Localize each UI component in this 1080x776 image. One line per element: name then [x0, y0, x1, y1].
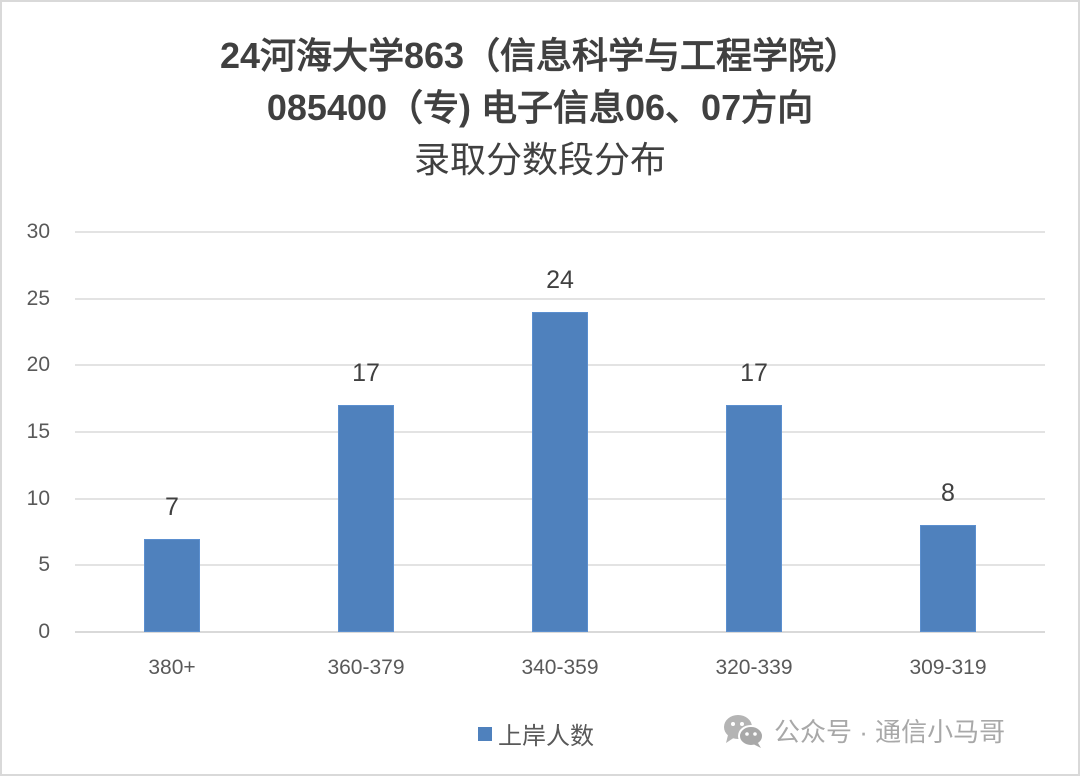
- legend-label: 上岸人数: [498, 722, 594, 750]
- bar-value-label: 24: [546, 266, 574, 294]
- bar-value-label: 17: [740, 359, 768, 388]
- y-tick-label: 15: [26, 420, 50, 443]
- bar-value-label: 8: [941, 479, 955, 508]
- x-tick-label: 320-339: [715, 656, 793, 679]
- gridline: [75, 231, 1045, 233]
- bar: [726, 405, 782, 632]
- title-line-2: 085400（专) 电子信息06、07方向: [266, 87, 814, 128]
- y-tick-label: 10: [26, 487, 50, 510]
- watermark-text: 公众号 · 通信小马哥: [774, 717, 1006, 747]
- bar: [532, 312, 588, 632]
- gridline: [75, 298, 1045, 300]
- bar: [144, 538, 200, 632]
- wechat-icon: [722, 713, 766, 749]
- x-axis-line: [75, 631, 1045, 633]
- x-tick-label: 360-379: [327, 656, 405, 679]
- chart-title: 24河海大学863（信息科学与工程学院） 085400（专) 电子信息06、07…: [0, 30, 1080, 186]
- y-tick-label: 25: [26, 287, 50, 310]
- x-tick-label: 340-359: [521, 656, 599, 679]
- bar-value-label: 17: [352, 359, 380, 388]
- y-tick-label: 20: [26, 353, 50, 376]
- legend: 上岸人数: [478, 716, 594, 751]
- y-tick-label: 30: [26, 220, 50, 243]
- watermark: 公众号 · 通信小马哥: [722, 712, 1005, 749]
- title-line-1: 24河海大学863（信息科学与工程学院）: [219, 35, 861, 76]
- bar-value-label: 7: [165, 492, 179, 521]
- y-tick-label: 5: [38, 553, 50, 576]
- title-line-3: 录取分数段分布: [413, 139, 666, 180]
- bar: [920, 525, 976, 632]
- x-tick-label: 309-319: [909, 656, 987, 679]
- y-tick-label: 0: [38, 620, 50, 643]
- bar: [338, 405, 394, 632]
- x-tick-label: 380+: [148, 656, 196, 679]
- legend-swatch: [478, 726, 492, 741]
